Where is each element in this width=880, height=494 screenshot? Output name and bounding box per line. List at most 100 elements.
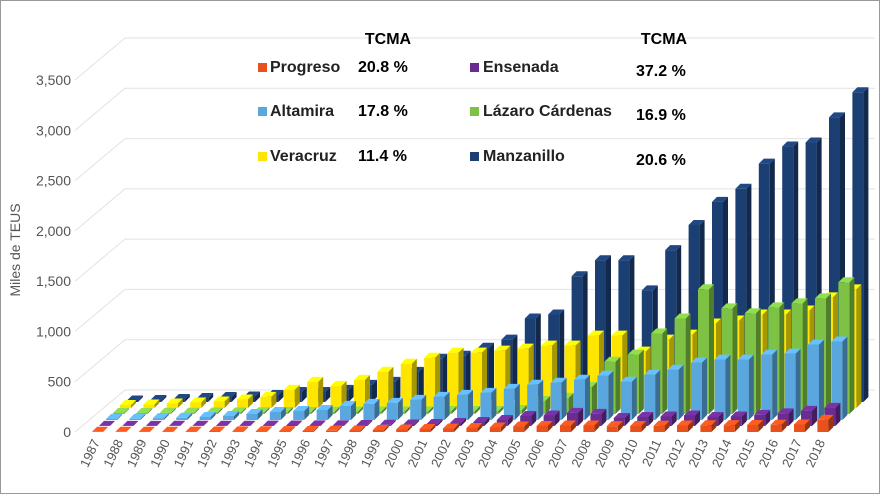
bar-top bbox=[674, 313, 691, 319]
bar-top bbox=[166, 398, 183, 404]
legend-swatch bbox=[470, 63, 479, 72]
bar bbox=[260, 396, 272, 408]
bar-top bbox=[770, 419, 787, 425]
bar-top bbox=[613, 412, 630, 418]
bar-side bbox=[421, 394, 427, 420]
bar bbox=[503, 388, 515, 420]
bar-side bbox=[351, 400, 356, 420]
bar-side bbox=[224, 396, 230, 408]
bar-top bbox=[644, 369, 661, 375]
y-tick-label: 500 bbox=[48, 374, 72, 390]
bar-side bbox=[489, 342, 494, 402]
bar bbox=[333, 425, 344, 426]
bar-top bbox=[536, 420, 553, 426]
bar-side bbox=[819, 339, 824, 420]
bar bbox=[667, 369, 679, 420]
bar bbox=[213, 401, 225, 408]
bar-top bbox=[447, 347, 464, 353]
bar bbox=[166, 403, 178, 408]
bar-side bbox=[648, 411, 654, 426]
grid-line bbox=[74, 188, 875, 232]
bar-top bbox=[660, 411, 677, 417]
bar bbox=[597, 375, 609, 420]
tcma-value: 37.2 % bbox=[636, 63, 686, 80]
bar-top bbox=[794, 419, 810, 425]
bar-side bbox=[795, 348, 801, 420]
bar bbox=[269, 411, 281, 420]
bar bbox=[817, 419, 829, 432]
bar-top bbox=[791, 298, 808, 304]
bar-top bbox=[489, 422, 506, 428]
bar-side bbox=[381, 406, 387, 414]
bar-top bbox=[513, 421, 530, 427]
bar bbox=[113, 412, 124, 414]
bar-top bbox=[735, 183, 752, 189]
bar-top bbox=[714, 354, 731, 360]
bar-top bbox=[424, 352, 441, 358]
bar-side bbox=[348, 384, 354, 402]
bar bbox=[443, 428, 454, 432]
bar-top bbox=[712, 196, 728, 202]
bar-side bbox=[414, 419, 420, 426]
bar-side bbox=[203, 420, 209, 426]
bar-top bbox=[209, 426, 225, 432]
bar-side bbox=[184, 393, 190, 402]
bar bbox=[784, 353, 796, 420]
bar-side bbox=[641, 420, 647, 432]
bar-top bbox=[677, 420, 693, 426]
bar-side bbox=[201, 397, 207, 408]
bar bbox=[286, 425, 298, 426]
bar-top bbox=[784, 348, 801, 354]
bar bbox=[489, 427, 501, 432]
bar-side bbox=[477, 422, 483, 432]
bar-top bbox=[761, 349, 778, 355]
bar-side bbox=[154, 399, 160, 408]
bar-top bbox=[473, 416, 490, 422]
bar-side bbox=[688, 420, 693, 432]
bar-side bbox=[500, 422, 506, 432]
bar-top bbox=[541, 340, 558, 346]
bar bbox=[571, 276, 583, 402]
bar bbox=[400, 363, 412, 408]
bar-top bbox=[768, 302, 785, 308]
bar-top bbox=[758, 158, 775, 164]
bar bbox=[782, 146, 794, 402]
bar-side bbox=[741, 411, 747, 426]
y-tick-label: 3,000 bbox=[36, 122, 71, 138]
bar bbox=[777, 413, 789, 426]
bar-side bbox=[748, 354, 754, 420]
bar-side bbox=[484, 416, 490, 426]
bar bbox=[330, 385, 342, 408]
bar-top bbox=[808, 339, 824, 345]
bar-top bbox=[604, 356, 621, 362]
bar bbox=[302, 430, 314, 432]
bar-side bbox=[280, 406, 286, 420]
legend-swatch bbox=[470, 107, 479, 116]
bar-side bbox=[220, 426, 225, 432]
bar-top bbox=[169, 420, 186, 426]
bar-side bbox=[383, 424, 389, 432]
bar-top bbox=[782, 141, 799, 147]
bar-side bbox=[465, 350, 471, 402]
bar-top bbox=[400, 358, 417, 364]
bar bbox=[480, 392, 492, 420]
bar-top bbox=[471, 347, 487, 353]
bar-side bbox=[103, 426, 108, 432]
bar-side bbox=[358, 406, 363, 414]
bar-side bbox=[571, 420, 576, 432]
bar bbox=[190, 402, 202, 408]
bar-top bbox=[611, 330, 628, 336]
bar-top bbox=[590, 408, 607, 414]
bar-side bbox=[140, 413, 146, 420]
bar-side bbox=[250, 420, 256, 426]
bar-top bbox=[127, 395, 143, 401]
bar-side bbox=[264, 407, 270, 414]
bar-side bbox=[615, 356, 621, 414]
bar bbox=[829, 117, 840, 402]
bar-top bbox=[246, 408, 263, 414]
bar-top bbox=[637, 411, 654, 417]
bar bbox=[567, 412, 578, 426]
bar bbox=[457, 394, 468, 420]
bar-top bbox=[723, 420, 740, 426]
bar-top bbox=[691, 357, 707, 363]
